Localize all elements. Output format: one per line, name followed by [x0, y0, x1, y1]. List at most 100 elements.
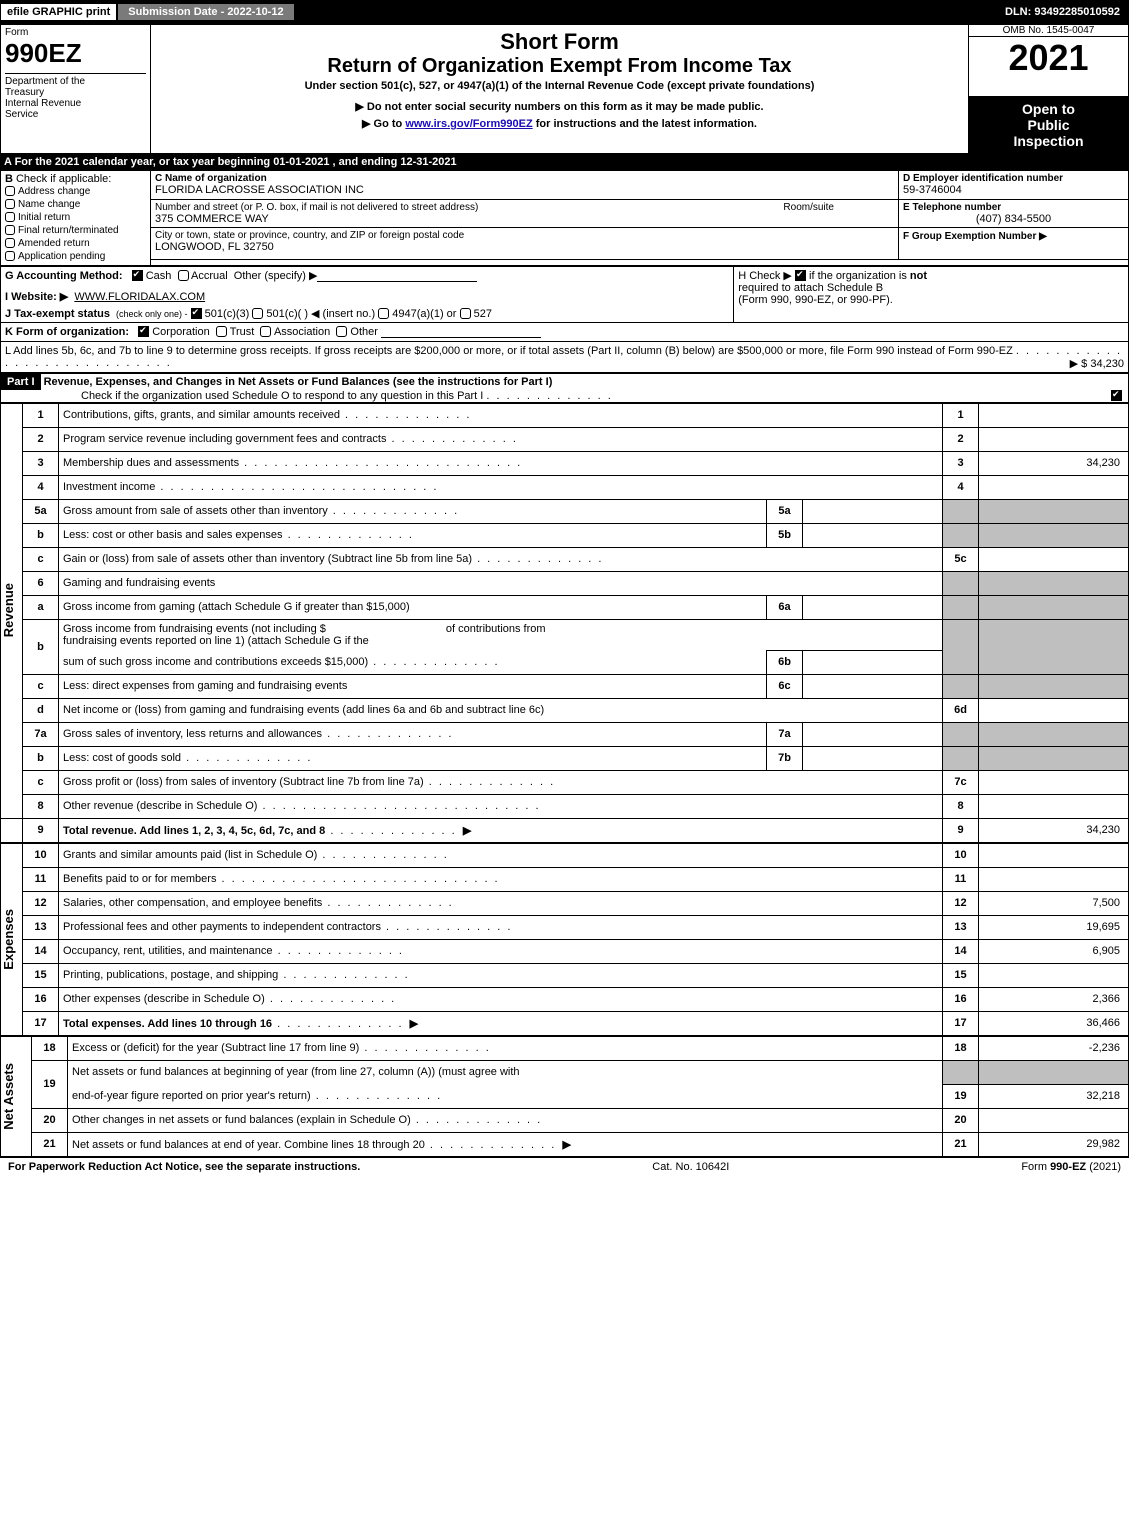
accrual-label: Accrual: [191, 270, 228, 282]
cb-4947[interactable]: [378, 308, 389, 319]
instr-goto: ▶ Go to www.irs.gov/Form990EZ for instru…: [155, 115, 964, 132]
line1-box: 1: [943, 403, 979, 427]
h-line2: required to attach Schedule B: [738, 282, 883, 294]
cb-name-change[interactable]: [5, 199, 15, 209]
line14-desc: Occupancy, rent, utilities, and maintena…: [63, 945, 273, 957]
cb-other-org[interactable]: [336, 326, 347, 337]
line6d-box: 6d: [943, 698, 979, 722]
line19-desc: Net assets or fund balances at beginning…: [68, 1060, 943, 1084]
line6b-subval: [803, 650, 943, 674]
cb-final-return[interactable]: [5, 225, 15, 235]
cb-amended[interactable]: [5, 238, 15, 248]
line8-desc: Other revenue (describe in Schedule O): [63, 800, 257, 812]
h-post: if the organization is: [806, 270, 910, 282]
line14-box: 14: [943, 939, 979, 963]
line12-box: 12: [943, 891, 979, 915]
line6-desc: Gaming and fundraising events: [59, 571, 943, 595]
cb-527[interactable]: [460, 308, 471, 319]
line5b-desc: Less: cost or other basis and sales expe…: [63, 529, 283, 541]
line7b-subval: [803, 746, 943, 770]
line18-desc: Excess or (deficit) for the year (Subtra…: [72, 1042, 359, 1054]
cb-trust[interactable]: [216, 326, 227, 337]
street: 375 COMMERCE WAY: [155, 213, 894, 225]
line20-val: [979, 1108, 1129, 1132]
instr-ssn: ▶ Do not enter social security numbers o…: [155, 98, 964, 115]
other-org-input[interactable]: [381, 326, 541, 338]
irs-link[interactable]: www.irs.gov/Form990EZ: [405, 118, 532, 130]
line20-box: 20: [943, 1108, 979, 1132]
l-amount: ▶ $ 34,230: [1070, 357, 1124, 370]
form-header: Form 990EZ Department of theTreasuryInte…: [0, 24, 1129, 154]
line5c-box: 5c: [943, 547, 979, 571]
phone: (407) 834-5500: [903, 213, 1124, 225]
cb-corp[interactable]: [138, 326, 149, 337]
line19-desc2: end-of-year figure reported on prior yea…: [72, 1090, 311, 1102]
line4-desc: Investment income: [63, 481, 155, 493]
line9-val: 34,230: [979, 818, 1129, 842]
tax-year: 2021: [969, 37, 1128, 79]
line5b-sub: 5b: [767, 523, 803, 547]
section-l: L Add lines 5b, 6c, and 7b to line 9 to …: [0, 342, 1129, 373]
line6a-subval: [803, 595, 943, 619]
line13-desc: Professional fees and other payments to …: [63, 921, 381, 933]
section-k: K Form of organization: Corporation Trus…: [0, 323, 1129, 342]
line3-val: 34,230: [979, 451, 1129, 475]
line6b-l2: fundraising events reported on line 1) (…: [63, 635, 369, 647]
line5c-desc: Gain or (loss) from sale of assets other…: [63, 553, 472, 565]
line15-box: 15: [943, 963, 979, 987]
cb-pending[interactable]: [5, 251, 15, 261]
line17-box: 17: [943, 1011, 979, 1035]
section-b-label: Check if applicable:: [16, 173, 111, 185]
open-inspection: Open toPublicInspection: [969, 97, 1128, 153]
netassets-side-label: Net Assets: [1, 1059, 16, 1134]
footer-left: For Paperwork Reduction Act Notice, see …: [8, 1161, 360, 1173]
j-opt3: 4947(a)(1) or: [392, 308, 456, 320]
line6b-sub: 6b: [767, 650, 803, 674]
footer-right: Form 990-EZ (2021): [1021, 1161, 1121, 1173]
instr-pre: ▶ Go to: [362, 118, 405, 130]
line1-val: [979, 403, 1129, 427]
cb-501c3[interactable]: [191, 308, 202, 319]
section-c-label: C Name of organization: [155, 173, 267, 184]
cb-label-initial: Initial return: [18, 212, 70, 223]
instr-post: for instructions and the latest informat…: [533, 118, 757, 130]
line6a-sub: 6a: [767, 595, 803, 619]
line18-val: -2,236: [979, 1036, 1129, 1060]
j-opt4: 527: [474, 308, 492, 320]
website[interactable]: WWW.FLORIDALAX.COM: [74, 291, 205, 303]
j-opt1: 501(c)(3): [205, 308, 250, 320]
cb-501c[interactable]: [252, 308, 263, 319]
cb-accrual[interactable]: [178, 270, 189, 281]
city: LONGWOOD, FL 32750: [155, 241, 894, 253]
city-label: City or town, state or province, country…: [155, 230, 894, 241]
line2-box: 2: [943, 427, 979, 451]
line3-box: 3: [943, 451, 979, 475]
efile-label[interactable]: efile GRAPHIC print: [1, 4, 116, 20]
cb-schedule-o[interactable]: [1111, 390, 1122, 401]
cb-assoc[interactable]: [260, 326, 271, 337]
other-input[interactable]: [317, 270, 477, 282]
department: Department of theTreasuryInternal Revenu…: [5, 73, 146, 120]
line12-val: 7,500: [979, 891, 1129, 915]
revenue-table: Revenue 1Contributions, gifts, grants, a…: [0, 403, 1129, 843]
footer-right-pre: Form: [1021, 1161, 1050, 1173]
street-label: Number and street (or P. O. box, if mail…: [155, 202, 478, 213]
section-a: A For the 2021 calendar year, or tax yea…: [0, 154, 1129, 170]
cb-address-change[interactable]: [5, 186, 15, 196]
cb-initial-return[interactable]: [5, 212, 15, 222]
h-not: not: [910, 270, 927, 282]
line6c-subval: [803, 674, 943, 698]
line6b-pre: Gross income from fundraising events (no…: [63, 623, 326, 635]
line7a-desc: Gross sales of inventory, less returns a…: [63, 728, 322, 740]
line7a-subval: [803, 722, 943, 746]
cb-cash[interactable]: [132, 270, 143, 281]
cb-label-name: Name change: [18, 199, 80, 210]
main-title: Return of Organization Exempt From Incom…: [155, 55, 964, 78]
line15-desc: Printing, publications, postage, and shi…: [63, 969, 278, 981]
line5b-subval: [803, 523, 943, 547]
j-opt2: 501(c)( ) ◀ (insert no.): [266, 308, 375, 320]
line21-box: 21: [943, 1132, 979, 1156]
cb-schedule-b[interactable]: [795, 270, 806, 281]
sections-g-h: G Accounting Method: Cash Accrual Other …: [0, 266, 1129, 323]
other-label: Other (specify) ▶: [234, 270, 318, 282]
